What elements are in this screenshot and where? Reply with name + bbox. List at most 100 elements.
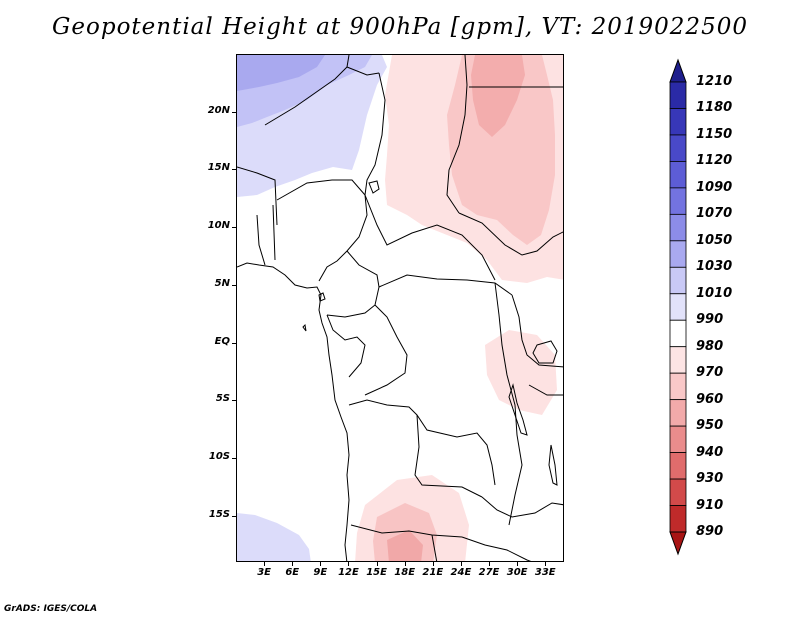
colorbar-segment — [669, 293, 687, 321]
colorbar-level-label: 930 — [696, 471, 724, 487]
lon-tick-mark — [432, 562, 434, 566]
lat-tick-mark — [232, 227, 236, 229]
lat-tick-label: 5N — [214, 277, 230, 289]
border-angola-zambia — [414, 414, 483, 498]
lon-tick-label: 15E — [366, 567, 387, 578]
colorbar-top-arrow — [669, 58, 687, 83]
lake-malawi — [548, 444, 558, 486]
colorbar-segment — [669, 346, 687, 374]
lat-tick-mark — [232, 169, 236, 171]
colorbar-segment — [669, 478, 687, 506]
colorbar-level-label: 940 — [696, 444, 724, 460]
border-namibia-botswana — [431, 534, 438, 561]
border-chad-sudan — [446, 114, 466, 214]
colorbar-level-label: 970 — [696, 365, 724, 381]
colorbar-level-label: 1090 — [696, 179, 733, 195]
border-drc-angola — [348, 399, 496, 486]
lon-tick-mark — [404, 562, 406, 566]
border-uganda-kenya — [511, 294, 563, 368]
border-tanzania — [528, 384, 563, 396]
colorbar-level-label: 1120 — [696, 153, 733, 169]
lon-tick-mark — [376, 562, 378, 566]
lat-tick-label: 15N — [207, 162, 230, 174]
lat-tick-label: 20N — [207, 104, 230, 116]
lon-tick-label: 30E — [506, 567, 528, 578]
colorbar-level-label: 1050 — [696, 232, 733, 248]
lat-tick-mark — [232, 342, 236, 344]
border-drc-east — [494, 282, 523, 526]
lon-tick-label: 21E — [422, 567, 444, 578]
colorbar-level-label: 1010 — [696, 285, 733, 301]
border-cameroon-car — [326, 250, 380, 318]
colorbar — [669, 58, 687, 556]
colorbar-segment — [669, 452, 687, 480]
colorbar-segment — [669, 425, 687, 453]
colorbar-level-label: 990 — [696, 312, 724, 328]
lat-tick-label: 10N — [207, 220, 230, 232]
border-libya-chad — [364, 72, 386, 196]
colorbar-segment — [669, 319, 687, 348]
colorbar-segment — [669, 372, 687, 401]
map-plot — [237, 55, 563, 561]
border-car-drc — [378, 274, 513, 296]
colorbar-level-label: 1180 — [696, 100, 733, 116]
lon-tick-label: 3E — [257, 567, 271, 578]
colorbar-level-label: 890 — [696, 524, 724, 539]
colorbar-level-label: 1070 — [696, 206, 733, 222]
colorbar-level-label: 1210 — [696, 74, 733, 89]
high-shading-southwest — [237, 513, 311, 561]
lat-tick-label: EQ — [214, 335, 230, 347]
border-gabon-congo — [326, 314, 366, 378]
border-mali-niger — [237, 166, 278, 226]
lon-tick-label: 18E — [394, 567, 416, 578]
border-zimbabwe — [461, 536, 532, 561]
colorbar-level-label: 950 — [696, 418, 724, 434]
lat-tick-mark — [232, 515, 236, 517]
lon-tick-mark — [320, 562, 322, 566]
lat-tick-mark — [232, 111, 236, 113]
colorbar-segment — [669, 505, 687, 533]
colorbar-segment — [669, 161, 687, 189]
lon-tick-label: 9E — [313, 567, 328, 578]
country-borders — [237, 55, 563, 561]
map-panel — [236, 54, 564, 562]
lon-tick-mark — [545, 562, 547, 566]
border-congo-drc — [364, 304, 408, 396]
colorbar-segment — [669, 399, 687, 427]
colorbar-segment — [669, 108, 687, 136]
lon-tick-mark — [460, 562, 462, 566]
lake-chad — [368, 180, 380, 194]
colorbar-segment — [669, 134, 687, 162]
colorbar-level-label: 980 — [696, 338, 724, 354]
colorbar-segment — [669, 213, 687, 242]
lon-tick-label: 33E — [534, 567, 556, 578]
border-niger-libya — [346, 66, 380, 76]
lat-tick-mark — [232, 458, 236, 460]
lat-tick-label: 15S — [208, 508, 230, 520]
border-nigeria-east — [318, 194, 368, 282]
colorbar-segment — [669, 266, 687, 295]
colorbar-segment — [669, 187, 687, 215]
lon-tick-label: 24E — [450, 567, 472, 578]
lon-tick-mark — [348, 562, 350, 566]
lon-tick-label: 12E — [338, 567, 359, 578]
border-chad-car — [364, 194, 496, 281]
lat-tick-mark — [232, 284, 236, 286]
colorbar-bottom-arrow — [669, 531, 687, 556]
border-angola-namibia — [350, 524, 463, 538]
shading-layer — [237, 55, 563, 561]
colorbar-level-label: 910 — [696, 497, 724, 513]
colorbar-level-label: 960 — [696, 391, 724, 407]
lon-tick-mark — [517, 562, 519, 566]
border-niger-nigeria — [276, 179, 366, 201]
island-bioko — [318, 292, 326, 302]
low-shading-south-core — [387, 530, 423, 561]
border-sudan-egypt — [464, 55, 468, 116]
low-shading-northeast-core — [471, 55, 525, 137]
grads-credit: GrADS: IGES/COLA — [4, 604, 98, 614]
lat-tick-label: 5S — [215, 393, 230, 405]
lon-tick-label: 27E — [478, 567, 500, 578]
lat-tick-mark — [232, 400, 236, 402]
colorbar-level-label: 1150 — [696, 126, 733, 142]
lake-victoria — [532, 340, 558, 364]
